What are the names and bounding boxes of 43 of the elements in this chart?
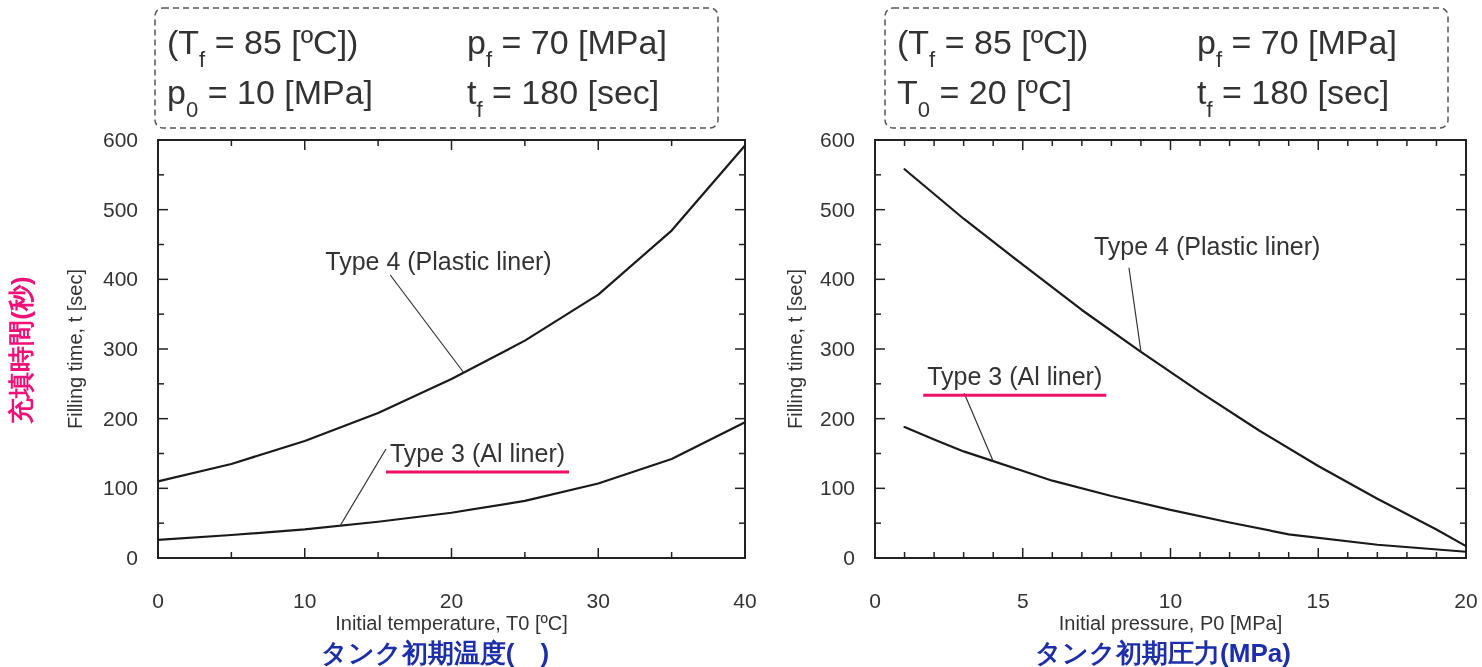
annotation: Type 3 (Al liner) bbox=[389, 438, 566, 467]
y-axis-title: Filling time, t [sec] bbox=[64, 268, 86, 430]
x-tick-label: 40 bbox=[733, 589, 757, 612]
x-tick-label: 10 bbox=[1158, 589, 1183, 612]
x-tick-label: 20 bbox=[1454, 589, 1478, 612]
y-tick-label: 400 bbox=[819, 267, 855, 291]
x-tick-label: 10 bbox=[293, 589, 317, 612]
x-axis-title: Initial pressure, P0 [MPa] bbox=[1058, 612, 1283, 634]
x-tick-label: 15 bbox=[1306, 589, 1330, 612]
text: タンク初期温度( ) bbox=[320, 638, 550, 667]
y-tick-label: 300 bbox=[102, 337, 138, 360]
x-tick-label: 30 bbox=[586, 589, 610, 612]
text: (T$_{f}$ = 85 [ºC]) bbox=[167, 23, 359, 72]
annotation: Type 3 (Al liner) bbox=[927, 362, 1103, 391]
y-tick-label: 600 bbox=[102, 128, 138, 151]
y-tick-label: 200 bbox=[819, 406, 855, 430]
text: t$_{f}$ = 180 [sec] bbox=[1197, 73, 1390, 122]
y-tick-label: 500 bbox=[102, 197, 138, 221]
y-tick-label: 400 bbox=[102, 267, 138, 291]
text: T$_{0}$ = 20 [ºC] bbox=[897, 73, 1072, 122]
y-tick-label: 200 bbox=[102, 406, 138, 430]
text: t$_{f}$ = 180 [sec] bbox=[467, 73, 660, 122]
x-tick-label: 20 bbox=[439, 589, 464, 612]
y-tick-label: 300 bbox=[819, 337, 855, 360]
annotation: Type 4 (Plastic liner) bbox=[1093, 231, 1321, 260]
text: (T$_{f}$ = 85 [ºC]) bbox=[897, 23, 1089, 72]
text: p$_{f}$ = 70 [MPa] bbox=[467, 23, 667, 72]
y-tick-label: 0 bbox=[126, 546, 138, 569]
y-tick-label: 100 bbox=[819, 476, 855, 500]
text: タンク初期圧力(MPa) bbox=[1035, 638, 1291, 667]
y-axis-title: Filling time, t [sec] bbox=[784, 268, 806, 430]
x-tick-label: 5 bbox=[1016, 589, 1029, 612]
text: p$_{0}$ = 10 [MPa] bbox=[167, 73, 374, 122]
y-tick-label: 0 bbox=[843, 546, 855, 569]
y-tick-label: 600 bbox=[819, 128, 855, 151]
y-tick-label: 100 bbox=[102, 476, 138, 500]
text: p$_{f}$ = 70 [MPa] bbox=[1197, 23, 1397, 72]
x-axis-title: Initial temperature, T0 [ºC] bbox=[335, 612, 568, 634]
x-tick-label: 0 bbox=[869, 589, 881, 612]
text: 充填時間(秒) bbox=[6, 276, 36, 425]
x-tick-label: 0 bbox=[152, 589, 164, 612]
y-tick-label: 500 bbox=[819, 197, 855, 221]
annotation: Type 4 (Plastic liner) bbox=[325, 246, 552, 275]
